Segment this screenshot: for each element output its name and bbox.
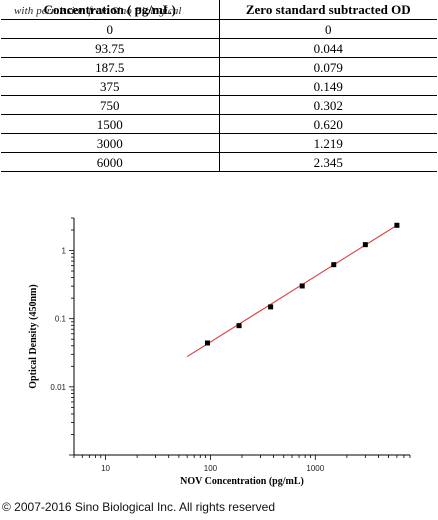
od-cell: 0.620 — [219, 114, 437, 134]
table-row: 375 0.149 — [1, 76, 437, 96]
column-header-concentration: Concentration ( pg/mL) — [1, 0, 220, 20]
data-point — [268, 304, 274, 310]
table-row: 6000 2.345 — [1, 152, 437, 172]
table-row: 1500 0.620 — [1, 114, 437, 134]
data-point — [362, 242, 368, 248]
x-axis-title: NOV Concentration (pg/mL) — [180, 476, 304, 487]
concentration-cell: 1500 — [1, 114, 220, 134]
data-point — [394, 222, 400, 228]
standard-curve-table: Concentration ( pg/mL) Zero standard sub… — [1, 0, 437, 172]
axes: 10 100 1000 0.01 0.1 1 — [50, 217, 411, 473]
od-cell: 0.079 — [219, 57, 437, 77]
od-cell: 0 — [219, 19, 437, 39]
concentration-cell: 750 — [1, 95, 220, 115]
data-points — [204, 222, 400, 346]
y-axis-title: Optical Density (450nm) — [28, 284, 39, 388]
data-point — [299, 283, 305, 289]
standard-curve-chart: 10 100 1000 0.01 0.1 1 NOV Concentration (pg/… — [0, 200, 438, 500]
table-row: 93.75 0.044 — [1, 38, 437, 58]
od-cell: 1.219 — [219, 133, 437, 153]
column-header-od: Zero standard subtracted OD — [219, 0, 437, 20]
y-tick-label: 1 — [62, 247, 67, 256]
od-cell: 0.149 — [219, 76, 437, 96]
fit-line — [186, 224, 398, 357]
od-cell: 0.302 — [219, 95, 437, 115]
data-point — [331, 262, 337, 268]
table-row: 0 0 — [1, 19, 437, 39]
concentration-cell: 3000 — [1, 133, 220, 153]
copyright-footer: © 2007-2016 Sino Biological Inc. All rig… — [2, 500, 275, 514]
concentration-cell: 93.75 — [1, 38, 220, 58]
y-tick-label: 0.1 — [55, 315, 67, 324]
table-row: 750 0.302 — [1, 95, 437, 115]
x-tick-label: 100 — [204, 464, 218, 473]
x-tick-label: 1000 — [306, 464, 324, 473]
table-row: 3000 1.219 — [1, 133, 437, 153]
concentration-cell: 0 — [1, 19, 220, 39]
table-row: 187.5 0.079 — [1, 57, 437, 77]
concentration-cell: 6000 — [1, 152, 220, 172]
table-header-row: Concentration ( pg/mL) Zero standard sub… — [1, 0, 437, 20]
fit-line-layer — [186, 224, 398, 357]
concentration-cell: 187.5 — [1, 57, 220, 77]
data-point — [204, 340, 210, 346]
od-cell: 2.345 — [219, 152, 437, 172]
y-tick-label: 0.01 — [50, 383, 66, 392]
chart-canvas: 10 100 1000 0.01 0.1 1 NOV Concentration (pg/… — [28, 217, 411, 487]
data-point — [236, 323, 242, 329]
od-cell: 0.044 — [219, 38, 437, 58]
x-tick-label: 10 — [101, 464, 110, 473]
concentration-cell: 375 — [1, 76, 220, 96]
